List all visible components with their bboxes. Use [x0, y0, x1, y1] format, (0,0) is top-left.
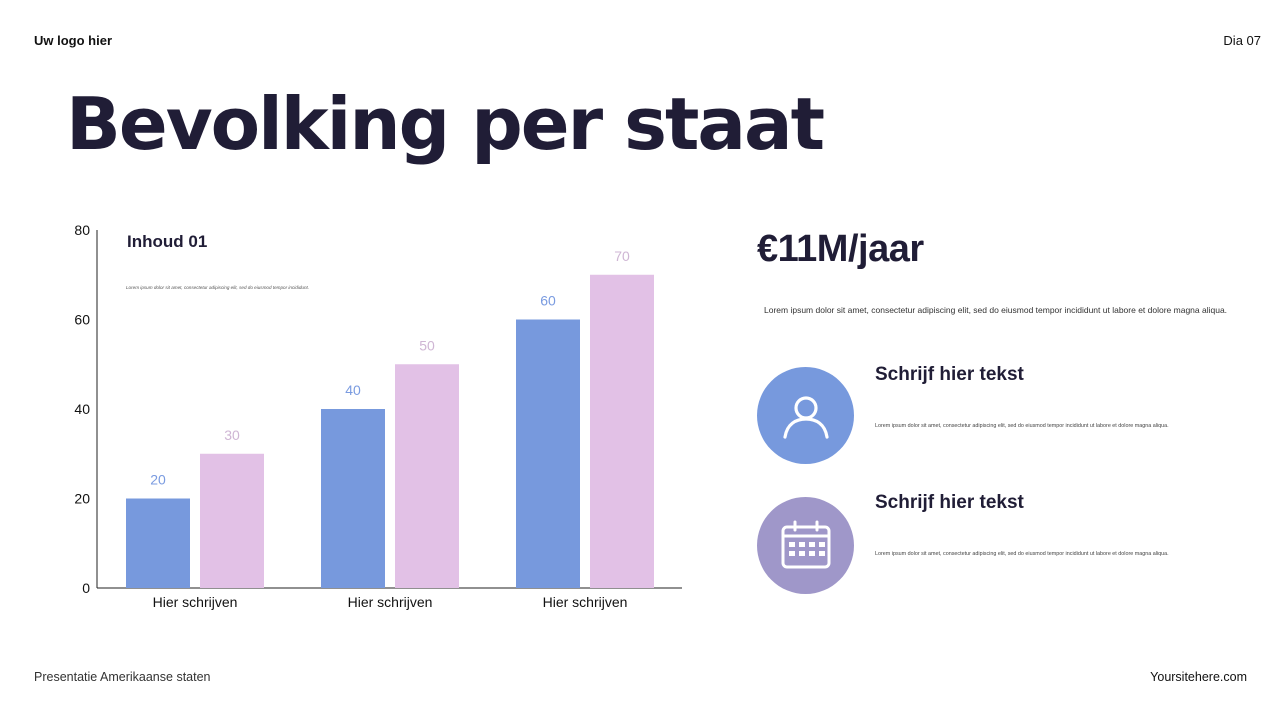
- bar-data-label: 60: [540, 293, 556, 309]
- bar: [126, 498, 190, 588]
- page-title: Bevolking per staat: [66, 82, 825, 166]
- feature-text-2: Lorem ipsum dolor sit amet, consectetur …: [875, 551, 1169, 557]
- x-tick-label: Hier schrijven: [348, 594, 433, 610]
- y-tick-label: 60: [74, 312, 90, 328]
- chart-content-text: Lorem ipsum dolor sit amet, consectetur …: [126, 285, 310, 290]
- y-tick-label: 80: [74, 222, 90, 238]
- slide-number: Dia 07: [1223, 33, 1261, 48]
- bar-chart: 0 20 40 60 80 20 30 Hier schrijven 40 50 Hier schr…: [74, 222, 682, 610]
- y-tick-label: 40: [74, 401, 90, 417]
- logo-text: Uw logo hier: [34, 33, 112, 48]
- bar: [516, 319, 580, 588]
- price-description: Lorem ipsum dolor sit amet, consectetur …: [764, 305, 1228, 315]
- calendar-icon-circle: [757, 497, 854, 594]
- x-tick-label: Hier schrijven: [543, 594, 628, 610]
- user-icon-circle: [757, 367, 854, 464]
- x-tick-label: Hier schrijven: [153, 594, 238, 610]
- bar-data-label: 50: [419, 337, 435, 353]
- user-icon: [782, 395, 829, 439]
- feature-title-2: Schrijf hier tekst: [875, 492, 1024, 513]
- bar-data-label: 30: [224, 427, 240, 443]
- bar-data-label: 70: [614, 248, 630, 264]
- feature-text-1: Lorem ipsum dolor sit amet, consectetur …: [875, 423, 1169, 429]
- footer-website: Yoursitehere.com: [1150, 670, 1247, 684]
- bar: [321, 409, 385, 588]
- bar: [395, 364, 459, 588]
- bar-data-label: 40: [345, 382, 361, 398]
- bar-data-label: 20: [150, 472, 166, 488]
- feature-title-1: Schrijf hier tekst: [875, 364, 1024, 385]
- chart-content-title: Inhoud 01: [127, 232, 208, 251]
- bar: [590, 274, 654, 588]
- footer-presentation-name: Presentatie Amerikaanse staten: [34, 670, 211, 684]
- y-tick-label: 0: [82, 580, 90, 596]
- bar: [200, 453, 264, 588]
- price-heading: €11M/jaar: [757, 228, 924, 270]
- calendar-icon: [781, 520, 830, 568]
- y-tick-label: 20: [74, 491, 90, 507]
